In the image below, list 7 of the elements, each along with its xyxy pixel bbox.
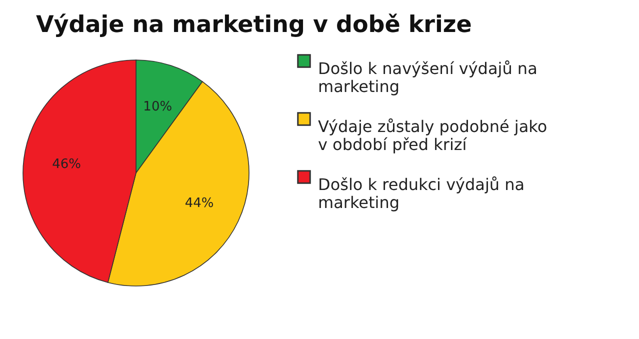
data-label: 44% [184,196,214,211]
legend-label: Došlo k redukci výdajů na marketing [318,175,525,212]
data-label: 46% [52,157,82,172]
chart-title: Výdaje na marketing v době krize [36,12,472,38]
data-label: 10% [143,99,172,114]
legend-label: Výdaje zůstaly podobné jako v období před krizí [318,117,548,154]
legend-label: Došlo k navýšení výdajů na marketing [318,59,538,96]
